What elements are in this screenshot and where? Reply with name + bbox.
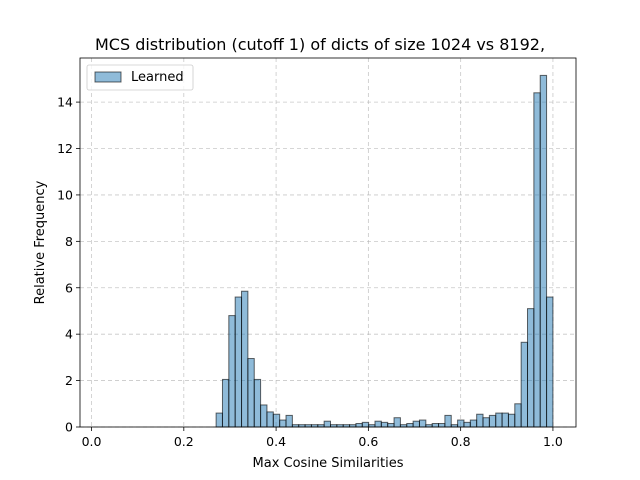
x-tick-label: 0.6 [358, 434, 378, 449]
histogram-bar [533, 92, 541, 428]
histogram-bar [355, 423, 363, 428]
chart-title: MCS distribution (cutoff 1) of dicts of … [95, 35, 545, 54]
histogram-bar [546, 296, 554, 428]
histogram-bar [266, 411, 274, 428]
histogram-bar [463, 421, 471, 428]
y-tick-label: 10 [57, 187, 73, 202]
histogram-bar [285, 414, 293, 428]
y-tick-label: 4 [65, 327, 73, 342]
y-tick-label: 2 [65, 373, 73, 388]
y-tick-label: 8 [65, 234, 73, 249]
histogram-bar [221, 378, 230, 428]
histogram-bar [272, 413, 281, 428]
histogram-bar [241, 290, 249, 428]
histogram-bar [323, 420, 332, 428]
histogram-bar [469, 419, 478, 428]
histogram-bars [215, 74, 554, 428]
histogram-bar [279, 419, 287, 428]
y-tick-label: 12 [57, 141, 73, 156]
legend-box [86, 64, 194, 91]
x-axis-label: Max Cosine Similarities [253, 456, 404, 471]
histogram-bar [457, 419, 465, 428]
histogram-bar [495, 412, 503, 428]
histogram-bar [444, 414, 452, 428]
histogram-bar [253, 378, 262, 428]
legend-swatch-learned [94, 71, 122, 83]
histogram-bar [234, 296, 243, 428]
histogram-bar [520, 341, 529, 428]
plot-frame [79, 57, 577, 428]
histogram-bar [488, 414, 497, 428]
histogram-bar [539, 74, 548, 428]
y-axis-ticks: 0 2 4 6 8 10 12 14 [57, 95, 80, 435]
legend-label-learned: Learned [131, 70, 184, 85]
histogram-bar [393, 417, 401, 428]
histogram-bar [412, 420, 420, 428]
x-tick-label: 0.0 [82, 434, 102, 449]
histogram-bar [514, 403, 522, 428]
histogram-bar [260, 404, 268, 428]
legend: Learned [86, 64, 194, 91]
histogram-bar [431, 423, 440, 428]
histogram-bar [501, 412, 509, 428]
y-axis-label: Relative Frequency [33, 180, 48, 304]
x-tick-label: 1.0 [543, 434, 563, 449]
histogram-bar [507, 413, 516, 428]
histogram-bar [476, 413, 484, 428]
histogram-bar [374, 420, 382, 428]
histogram-bar [380, 421, 389, 428]
y-tick-label: 6 [65, 280, 73, 295]
x-axis-ticks: 0.0 0.2 0.4 0.6 0.8 1.0 [82, 427, 563, 449]
x-tick-label: 0.2 [174, 434, 194, 449]
histogram-bar [387, 423, 395, 428]
histogram-bar [438, 423, 446, 428]
x-tick-label: 0.4 [266, 434, 286, 449]
y-tick-label: 0 [65, 420, 73, 435]
histogram-bar [361, 421, 370, 428]
histogram-bar [228, 315, 236, 428]
x-tick-label: 0.8 [451, 434, 471, 449]
histogram-bar [406, 423, 414, 428]
y-tick-label: 14 [57, 95, 73, 110]
histogram-bar [215, 412, 223, 428]
histogram-bar [418, 419, 427, 428]
histogram-bar [482, 417, 490, 428]
histogram-bar [247, 358, 255, 428]
histogram-bar [527, 308, 535, 428]
